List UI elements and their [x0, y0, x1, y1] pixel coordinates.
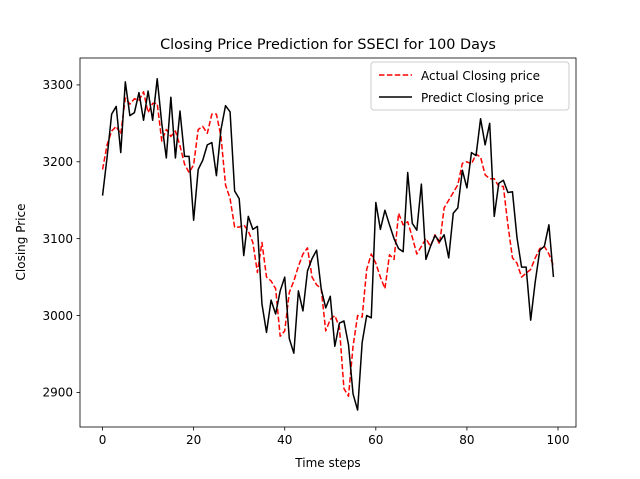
x-tick-label: 0 — [99, 433, 107, 447]
y-tick-label: 3000 — [42, 309, 73, 323]
x-axis-label: Time steps — [294, 456, 360, 470]
series-line-predict — [101, 78, 555, 411]
x-tick-label: 20 — [186, 433, 201, 447]
series-layer — [101, 78, 555, 411]
x-tick-label: 100 — [547, 433, 570, 447]
y-tick-label: 3300 — [42, 78, 73, 92]
y-axis-ticks: 2900 3000 3100 3200 3300 — [42, 78, 80, 400]
legend-box — [370, 61, 570, 111]
y-tick-label: 3100 — [42, 232, 73, 246]
x-tick-label: 60 — [368, 433, 383, 447]
legend: Actual Closing price Predict Closing pri… — [370, 61, 570, 111]
chart-title: Closing Price Prediction for SSECI for 1… — [160, 37, 496, 53]
legend-label-predict: Predict Closing price — [421, 91, 544, 105]
y-tick-label: 3200 — [42, 155, 73, 169]
y-tick-label: 2900 — [42, 386, 73, 400]
x-tick-label: 40 — [277, 433, 292, 447]
legend-label-actual: Actual Closing price — [421, 69, 540, 83]
y-axis-label: Closing Price — [14, 204, 28, 281]
plot-area — [79, 57, 577, 428]
x-axis-ticks: 0 20 40 60 80 100 — [99, 427, 570, 447]
x-tick-label: 80 — [459, 433, 474, 447]
axes-frame — [79, 57, 577, 428]
